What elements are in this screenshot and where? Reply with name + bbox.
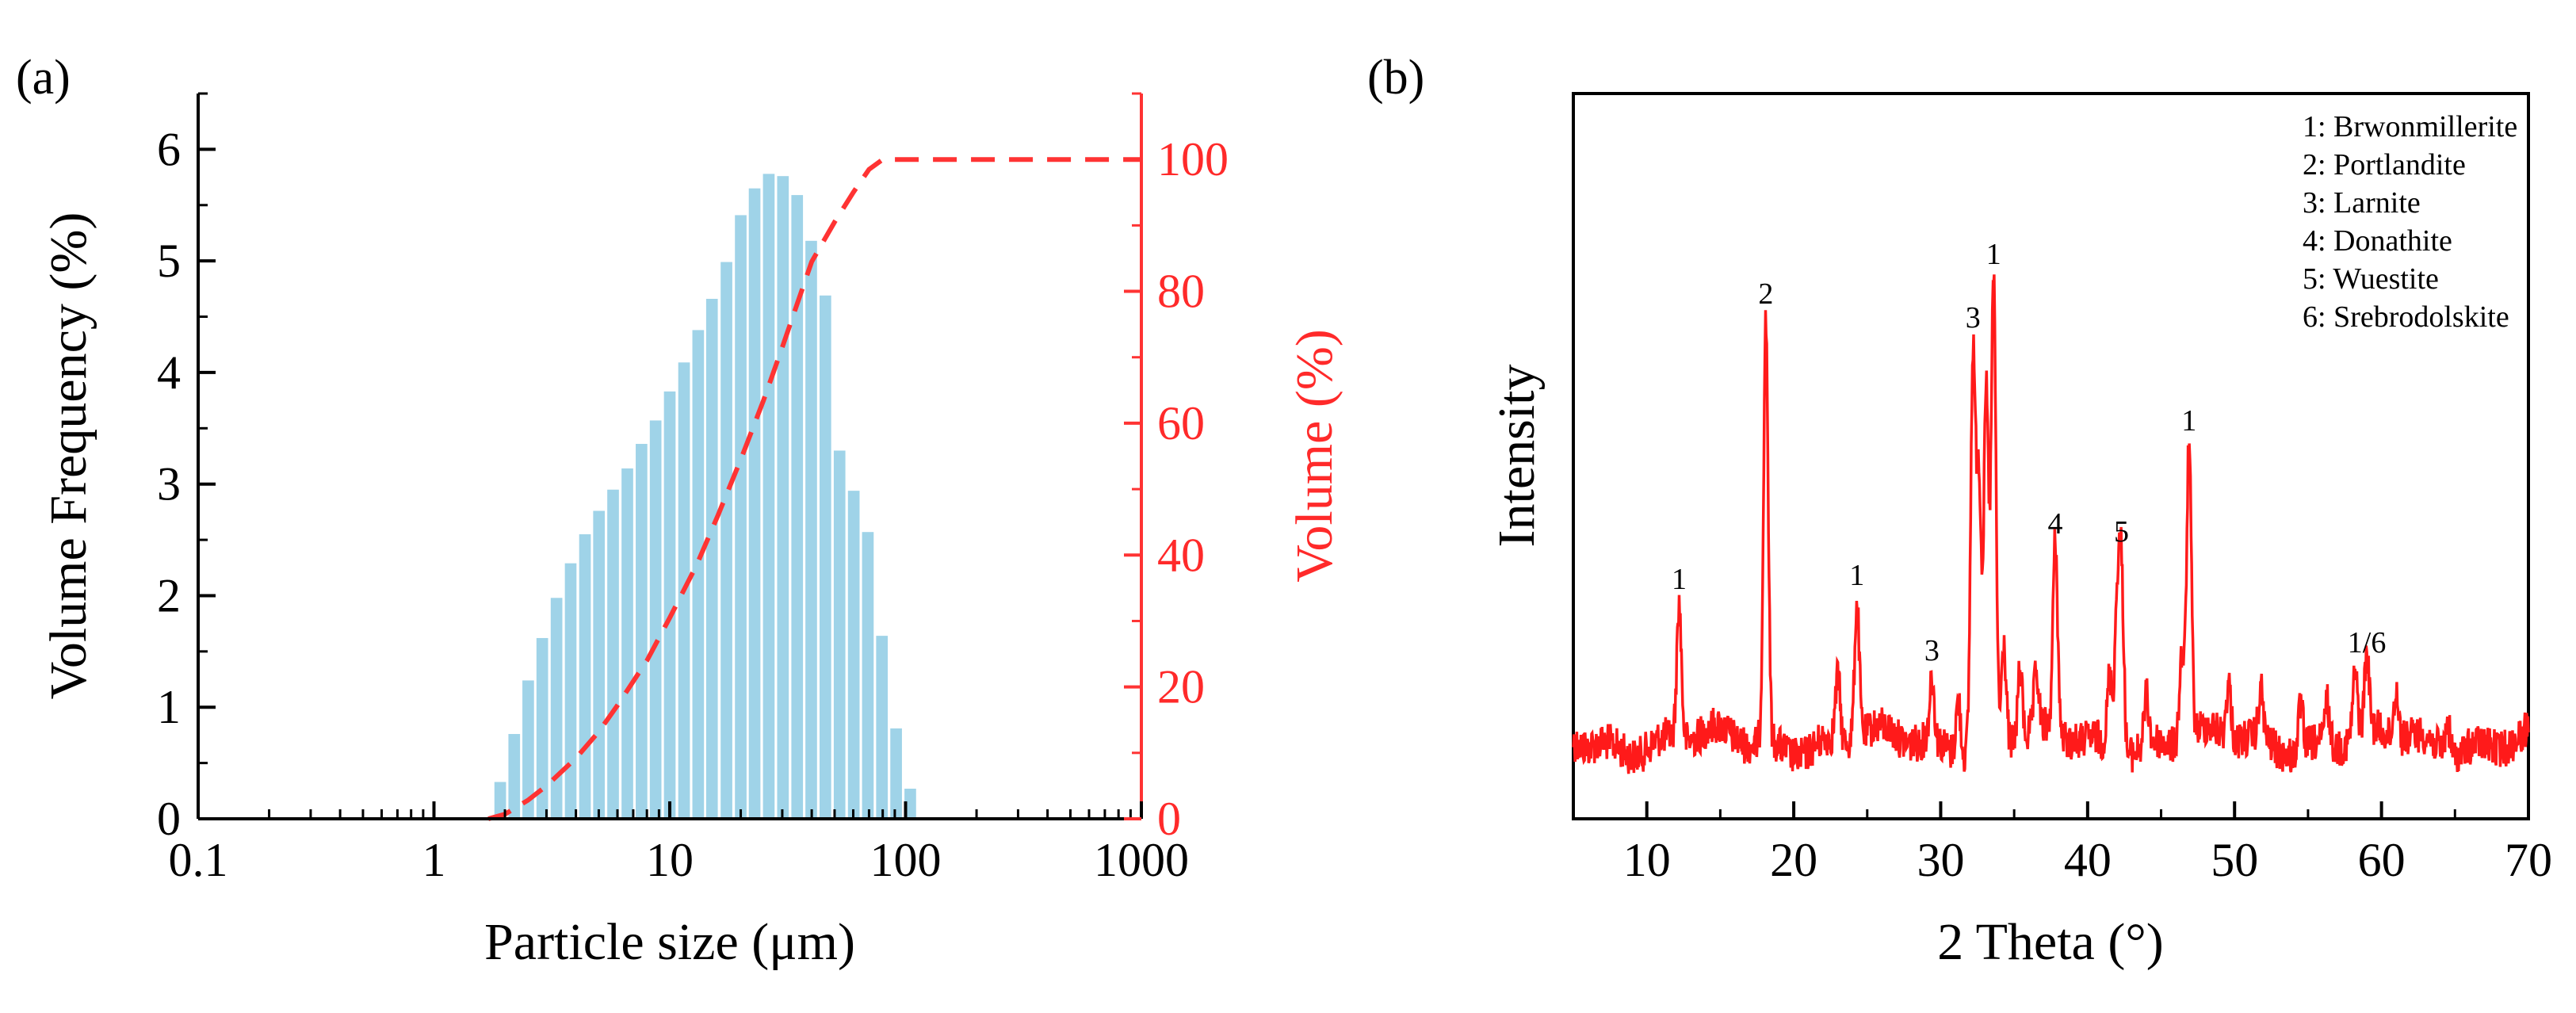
x-tick-label: 1000	[1094, 834, 1189, 886]
panel-a-x-label: Particle size (μm)	[484, 913, 855, 971]
frequency-bar	[494, 782, 506, 819]
x-tick-label: 30	[1917, 834, 1964, 886]
panel-b-legend: 1: Brwonmillerite 2: Portlandite 3: Larnit…	[2303, 110, 2517, 334]
y-tick-label: 1	[157, 681, 181, 733]
peak-label: 4	[2048, 507, 2063, 541]
frequency-bar	[564, 563, 577, 819]
x-tick-label: 10	[1623, 834, 1671, 886]
x-tick-label: 50	[2211, 834, 2258, 886]
frequency-bar	[862, 532, 874, 819]
panel-b-frame	[1572, 92, 2530, 820]
peak-label: 3	[1966, 301, 1981, 334]
y-tick-label: 3	[157, 458, 181, 510]
frequency-bar	[649, 420, 662, 819]
frequency-bar	[876, 636, 889, 819]
y2-tick-label: 100	[1157, 133, 1229, 185]
panel-b-label: (b)	[1367, 51, 1424, 105]
legend-entry: 4: Donathite	[2303, 224, 2452, 258]
panel-b-y-label: Intensity	[1488, 365, 1546, 548]
panel-b-x-ticks: 10 20 30 40 50 60 70	[1572, 801, 2552, 886]
frequency-bar	[536, 637, 548, 819]
y-tick-label: 5	[157, 235, 181, 287]
frequency-bar	[508, 734, 521, 819]
x-tick-label: 40	[2064, 834, 2112, 886]
x-tick-label: 20	[1770, 834, 1817, 886]
peak-label: 1	[1672, 563, 1687, 596]
frequency-bar	[607, 489, 619, 819]
legend-entry: 1: Brwonmillerite	[2303, 110, 2517, 143]
peak-label: 3	[1924, 634, 1940, 667]
frequency-bar	[748, 188, 761, 820]
frequency-bar	[705, 299, 718, 819]
frequency-bar	[762, 174, 775, 819]
legend-entry: 2: Portlandite	[2303, 148, 2466, 182]
panel-a-y-ticks: 0 1 2 3 4 5 6	[157, 92, 216, 845]
frequency-bar	[579, 534, 591, 819]
y-tick-label: 2	[157, 569, 181, 621]
y-tick-label: 4	[157, 346, 181, 399]
peak-label: 1	[1849, 559, 1864, 592]
panel-a-x-ticks: 0.1 1 10 100 1000	[169, 801, 1189, 886]
frequency-bar	[720, 262, 732, 819]
y2-tick-label: 20	[1157, 661, 1205, 713]
frequency-bar	[819, 295, 831, 819]
panel-a-bars	[494, 174, 916, 820]
x-tick-label: 1	[422, 834, 446, 886]
x-tick-label: 100	[870, 834, 942, 886]
peak-label: 5	[2114, 515, 2129, 549]
xrd-pattern-line	[1572, 274, 2530, 774]
panel-a-y2-ticks: 0 20 40 60 80 100	[1124, 92, 1229, 845]
frequency-bar	[636, 444, 648, 819]
y2-tick-label: 0	[1157, 793, 1181, 845]
frequency-bar	[890, 728, 902, 819]
legend-entry: 5: Wuestite	[2303, 262, 2439, 296]
frequency-bar	[692, 330, 705, 819]
panel-a-y2-label: Volume (%)	[1286, 329, 1343, 583]
frequency-bar	[805, 240, 817, 819]
frequency-bar	[550, 598, 563, 819]
legend-entry: 3: Larnite	[2303, 186, 2421, 220]
panel-b-x-label: 2 Theta (°)	[1937, 913, 2163, 971]
frequency-bar	[777, 176, 789, 819]
frequency-bar	[847, 491, 860, 819]
frequency-bar	[735, 215, 747, 819]
x-tick-label: 70	[2505, 834, 2552, 886]
frequency-bar	[904, 788, 916, 819]
x-tick-label: 10	[646, 834, 694, 886]
peak-label: 1	[1986, 238, 2001, 271]
y2-tick-label: 40	[1157, 529, 1205, 581]
panel-a-y-label: Volume Frequency (%)	[40, 212, 97, 700]
panel-a-label: (a)	[16, 51, 71, 105]
panel-a: (a) 0.1 1 10 100 1000 0 1 2 3 4 5 6 0 20 40 60 80 100 P…	[16, 51, 1343, 971]
y2-tick-label: 80	[1157, 266, 1205, 318]
y2-tick-label: 60	[1157, 397, 1205, 449]
frequency-bar	[791, 195, 804, 820]
peak-label: 2	[1758, 277, 1773, 311]
frequency-bar	[833, 450, 846, 819]
peak-label: 1/6	[2348, 626, 2387, 659]
legend-entry: 6: Srebrodolskite	[2303, 300, 2509, 334]
x-tick-label: 0.1	[169, 834, 228, 886]
peak-label: 1	[2181, 404, 2196, 438]
frequency-bar	[593, 510, 606, 819]
frequency-bar	[621, 468, 633, 819]
y-tick-label: 6	[157, 123, 181, 175]
frequency-bar	[522, 680, 534, 819]
x-tick-label: 60	[2358, 834, 2406, 886]
frequency-bar	[663, 391, 676, 819]
y-tick-label: 0	[157, 793, 181, 845]
